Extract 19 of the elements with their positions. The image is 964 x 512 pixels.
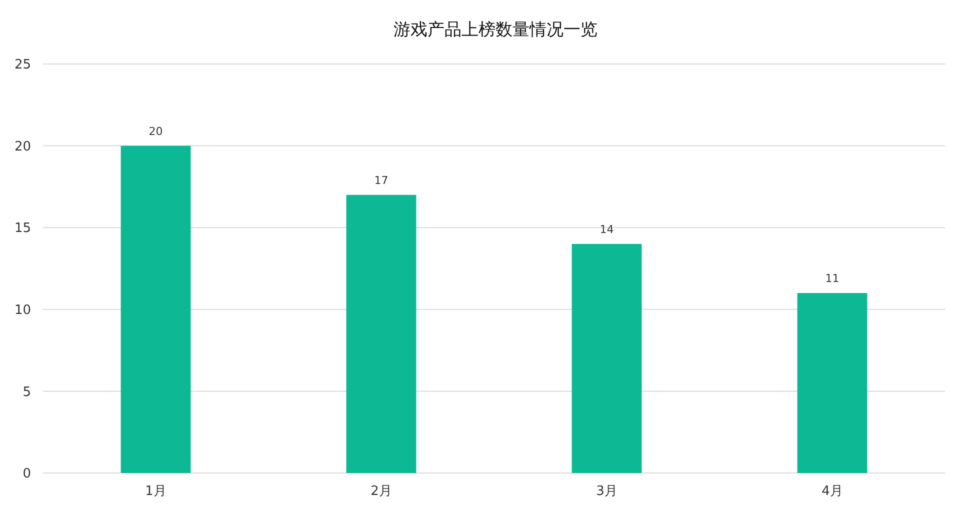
y-tick-label: 20: [14, 139, 31, 154]
chart-title: 游戏产品上榜数量情况一览: [394, 20, 598, 40]
y-tick-label: 5: [22, 384, 31, 400]
x-tick-label: 2月: [370, 484, 392, 499]
y-tick-label: 10: [14, 302, 31, 318]
x-tick-label: 3月: [596, 484, 618, 499]
x-tick-label: 1月: [145, 484, 166, 499]
x-tick-label: 4月: [822, 484, 843, 499]
y-tick-label: 15: [14, 221, 31, 236]
bar: [572, 244, 642, 473]
bar: [346, 194, 416, 473]
bar: [797, 293, 868, 473]
y-tick-label: 25: [14, 58, 31, 73]
y-tick-label: 0: [22, 466, 31, 482]
data-label: 14: [600, 222, 614, 236]
data-label: 11: [825, 272, 840, 286]
data-label: 17: [374, 174, 388, 187]
data-label: 20: [148, 124, 163, 138]
bar: [120, 146, 191, 473]
